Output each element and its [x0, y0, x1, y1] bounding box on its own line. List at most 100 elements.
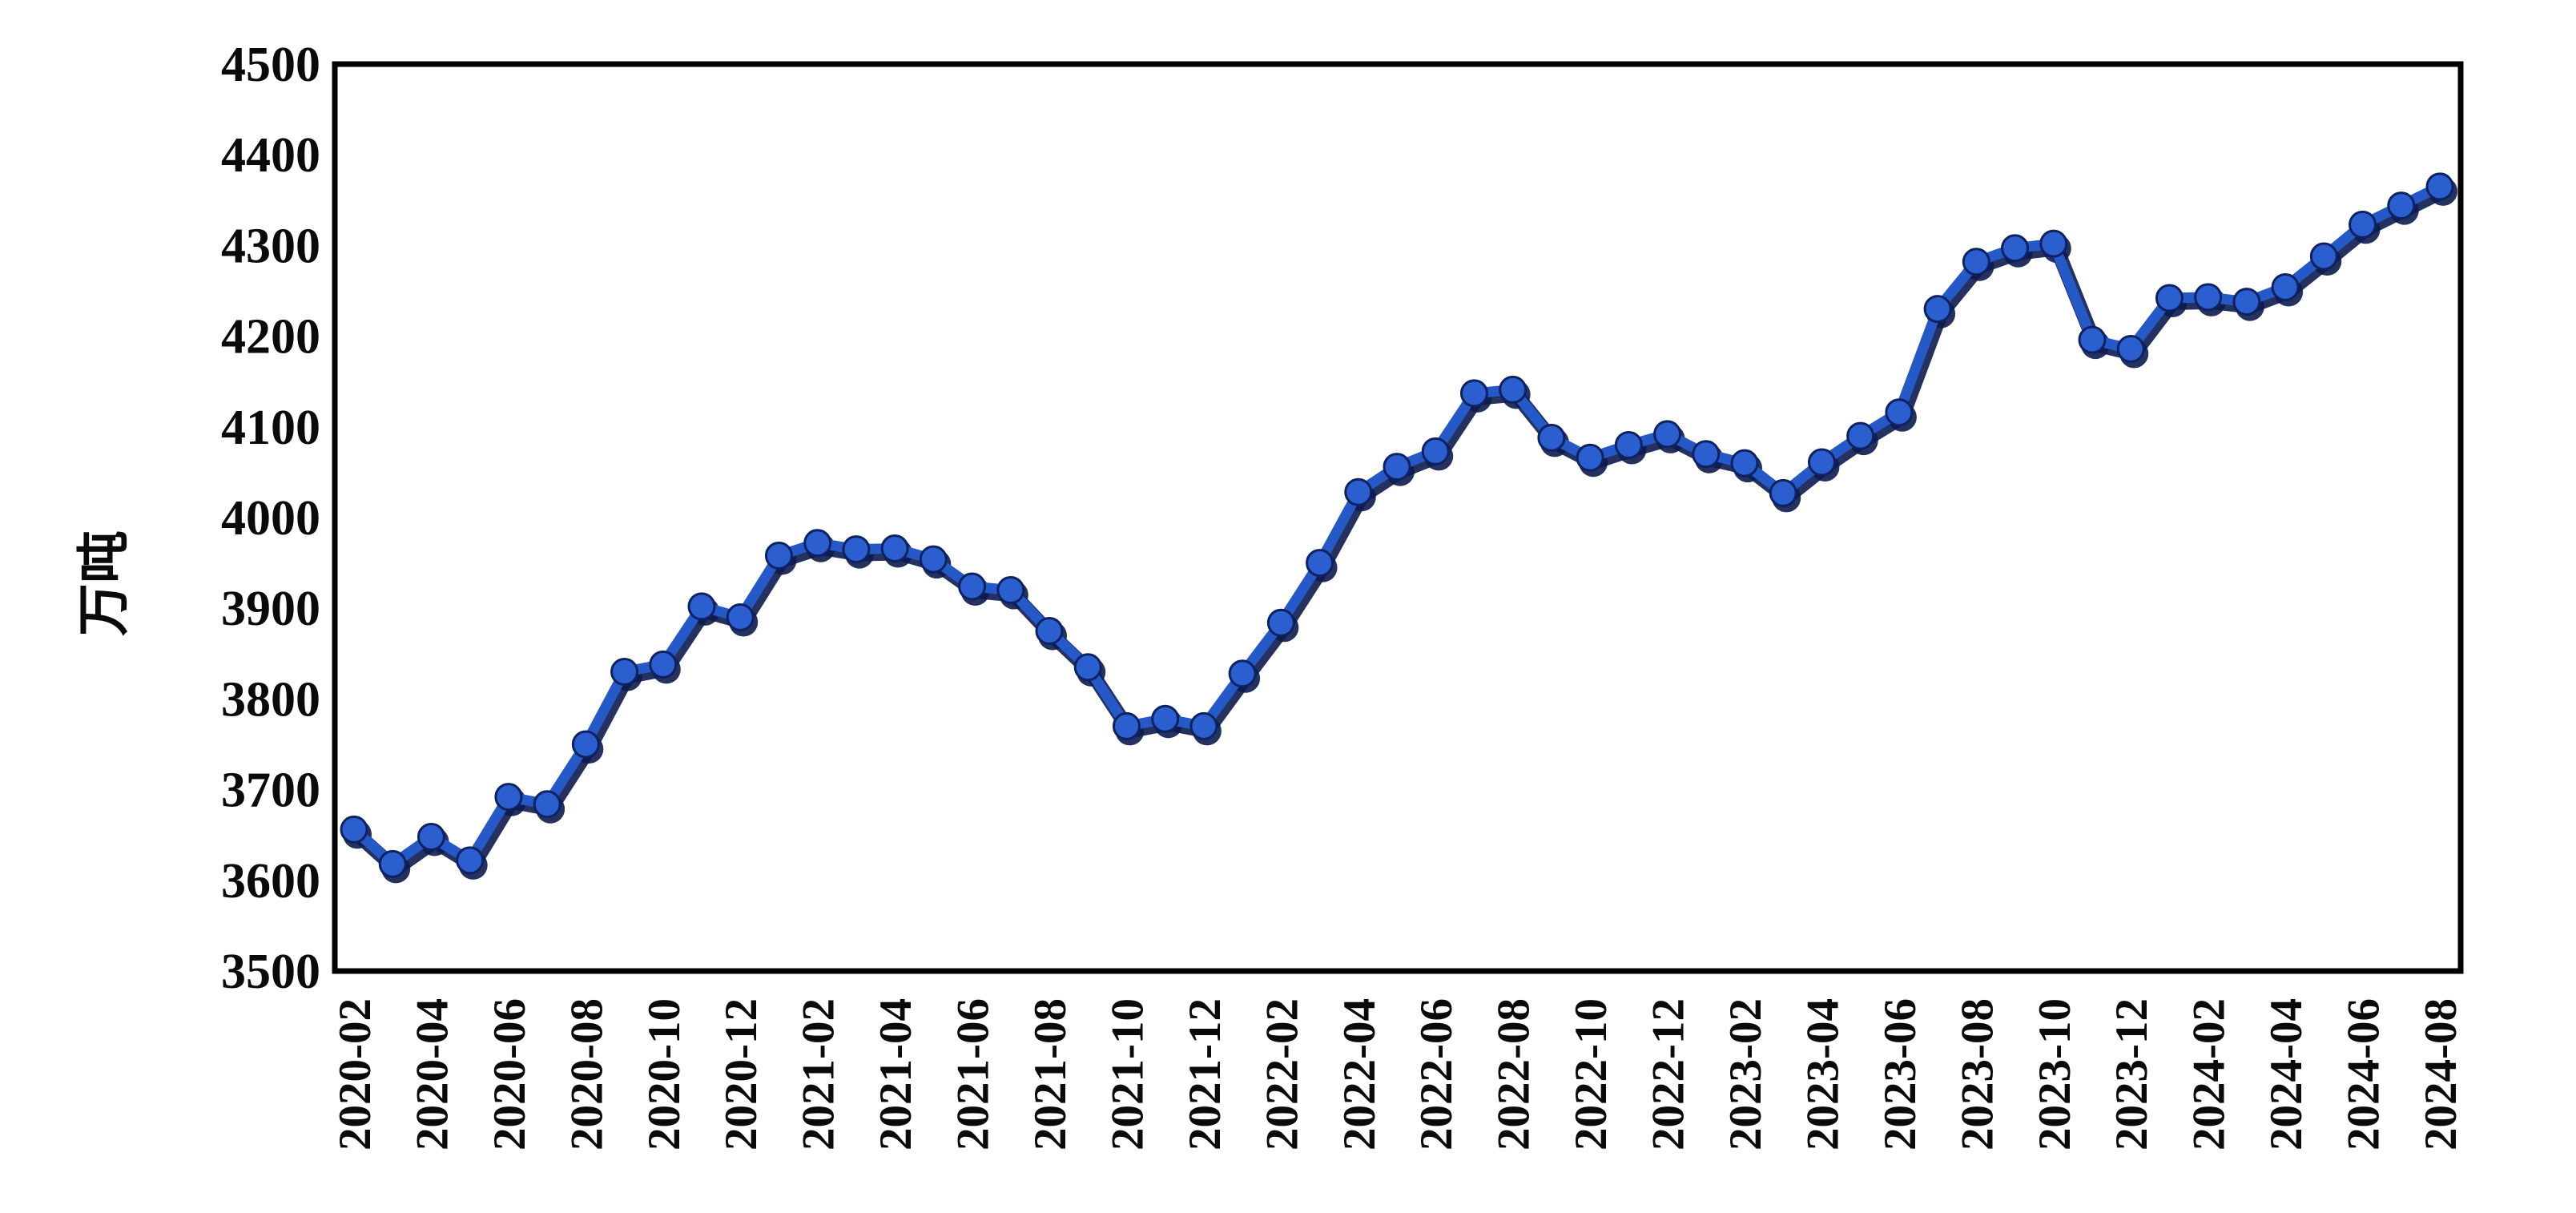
data-point [1344, 478, 1373, 506]
data-point [1266, 608, 1295, 637]
data-point [1499, 375, 1527, 404]
data-point [2232, 288, 2261, 316]
data-point [2194, 283, 2223, 312]
x-tick-label: 2024-06 [2339, 998, 2389, 1151]
line-shadow [350, 183, 2450, 877]
x-tick-label: 2023-02 [1721, 998, 1771, 1151]
data-point [2425, 172, 2454, 201]
x-tick-label: 2020-12 [716, 998, 767, 1151]
data-point [1228, 659, 1257, 688]
data-point [1383, 453, 1411, 482]
data-point [726, 603, 755, 632]
data-point [378, 849, 407, 878]
data-point [2387, 191, 2416, 220]
data-point [1112, 711, 1141, 740]
data-point [958, 572, 987, 601]
x-tick-label: 2022-10 [1566, 998, 1616, 1151]
y-tick-label: 3500 [221, 945, 320, 999]
data-point [1537, 423, 1566, 452]
x-tick-label: 2023-04 [1797, 998, 1848, 1151]
y-axis-unit-label: 万吨 [74, 530, 133, 636]
data-point [803, 529, 832, 558]
data-point [1846, 421, 1875, 450]
data-point [340, 815, 368, 844]
x-tick-label: 2022-06 [1411, 998, 1462, 1151]
y-tick-label: 4400 [221, 128, 320, 183]
y-tick-label: 3800 [221, 672, 320, 727]
data-point [1421, 437, 1450, 465]
data-point [1459, 379, 1488, 408]
data-point [1151, 704, 1180, 733]
data-point [1035, 617, 1064, 645]
x-tick-label: 2023-12 [2107, 998, 2157, 1151]
x-tick-label: 2023-06 [1875, 998, 1926, 1151]
x-tick-label: 2021-04 [871, 998, 921, 1151]
y-tick-label: 3600 [221, 854, 320, 909]
x-tick-label: 2024-04 [2261, 998, 2312, 1151]
x-tick-label: 2020-10 [639, 998, 690, 1151]
y-axis-tick-labels: 3500 3600 3700 3800 3900 4000 4100 4200 4300 4400… [221, 38, 320, 999]
x-tick-label: 2020-02 [330, 998, 380, 1151]
line-shadow-layer [343, 176, 2457, 884]
x-tick-label: 2023-08 [1952, 998, 2002, 1151]
x-tick-label: 2021-12 [1180, 998, 1230, 1151]
x-tick-label: 2021-02 [794, 998, 844, 1151]
y-tick-label: 4300 [221, 219, 320, 273]
y-tick-label: 4200 [221, 310, 320, 365]
x-tick-label: 2020-04 [407, 998, 457, 1151]
data-line-layer [348, 181, 2445, 869]
x-tick-label: 2023-10 [2030, 998, 2080, 1151]
data-point [649, 650, 678, 679]
y-tick-label: 3700 [221, 764, 320, 818]
data-point [1923, 295, 1952, 324]
plot-frame [332, 61, 2464, 974]
data-point [494, 783, 523, 812]
data-point [687, 592, 716, 621]
data-point [610, 657, 639, 686]
x-axis-tick-labels: 2020-02 2020-04 2020-06 2020-08 2020-10 2020-… [330, 998, 2466, 1151]
data-point [2039, 229, 2068, 258]
data-point [2309, 242, 2338, 271]
y-tick-label: 4500 [221, 38, 320, 92]
x-tick-label: 2021-08 [1025, 998, 1076, 1151]
data-point [1653, 420, 1682, 449]
data-point [456, 846, 485, 875]
data-point [1769, 478, 1797, 507]
data-point-layer [340, 172, 2454, 878]
data-point [2116, 334, 2145, 363]
data-point [533, 790, 561, 819]
y-tick-label: 4000 [221, 491, 320, 546]
x-tick-label: 2022-04 [1334, 998, 1385, 1151]
x-tick-label: 2022-08 [1489, 998, 1540, 1151]
data-point [2271, 272, 2300, 301]
y-tick-label: 3900 [221, 582, 320, 636]
x-tick-label: 2021-06 [948, 998, 999, 1151]
data-point [996, 576, 1025, 605]
data-point [1189, 711, 1218, 740]
data-point [880, 534, 909, 562]
data-line [348, 181, 2445, 869]
data-point [2001, 234, 2030, 263]
y-tick-label: 4100 [221, 401, 320, 455]
data-point [1692, 440, 1721, 469]
data-point [2078, 325, 2107, 354]
data-point [1730, 449, 1759, 478]
data-point [1306, 549, 1334, 578]
data-point [764, 542, 793, 570]
x-tick-label: 2024-08 [2416, 998, 2466, 1151]
data-point [1614, 430, 1643, 459]
data-point [2349, 210, 2377, 239]
x-tick-label: 2024-02 [2184, 998, 2235, 1151]
data-point [417, 822, 445, 851]
x-tick-label: 2020-06 [485, 998, 535, 1151]
x-tick-label: 2022-12 [1644, 998, 1694, 1151]
x-tick-label: 2022-02 [1257, 998, 1307, 1151]
data-point [571, 730, 600, 759]
data-point [1807, 448, 1836, 477]
data-point [1962, 248, 1990, 276]
data-point [842, 535, 871, 564]
x-tick-label: 2021-10 [1102, 998, 1153, 1151]
data-point [1885, 398, 1914, 427]
